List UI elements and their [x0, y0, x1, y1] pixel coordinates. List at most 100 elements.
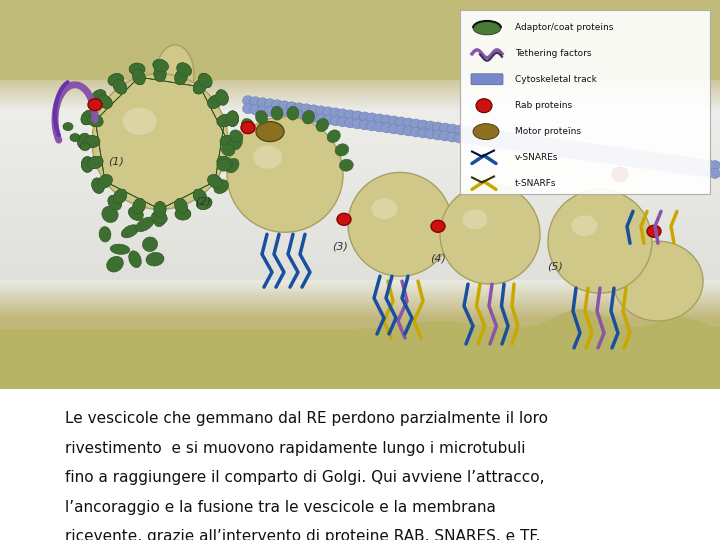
- Ellipse shape: [527, 143, 538, 153]
- Ellipse shape: [214, 180, 229, 193]
- Ellipse shape: [176, 63, 192, 76]
- Ellipse shape: [622, 157, 633, 166]
- Ellipse shape: [220, 136, 236, 147]
- Ellipse shape: [431, 220, 445, 232]
- Ellipse shape: [216, 90, 228, 105]
- Ellipse shape: [175, 69, 187, 85]
- Ellipse shape: [513, 133, 523, 143]
- Ellipse shape: [651, 160, 662, 170]
- Ellipse shape: [279, 109, 290, 119]
- Ellipse shape: [301, 112, 312, 122]
- Ellipse shape: [647, 225, 661, 237]
- Ellipse shape: [250, 97, 261, 107]
- Ellipse shape: [608, 146, 618, 156]
- Ellipse shape: [374, 114, 385, 124]
- Ellipse shape: [257, 98, 268, 107]
- Polygon shape: [0, 309, 720, 389]
- Ellipse shape: [199, 73, 212, 88]
- Ellipse shape: [256, 110, 268, 124]
- Ellipse shape: [462, 134, 472, 144]
- Ellipse shape: [287, 106, 299, 120]
- Ellipse shape: [88, 114, 103, 127]
- Ellipse shape: [146, 252, 164, 266]
- Ellipse shape: [680, 157, 691, 166]
- Ellipse shape: [217, 156, 233, 169]
- Ellipse shape: [454, 125, 465, 135]
- Ellipse shape: [113, 189, 127, 204]
- Ellipse shape: [81, 110, 94, 125]
- Ellipse shape: [98, 95, 112, 109]
- Ellipse shape: [84, 136, 100, 147]
- Ellipse shape: [505, 140, 516, 150]
- Ellipse shape: [302, 110, 315, 124]
- Ellipse shape: [230, 130, 243, 143]
- Ellipse shape: [439, 123, 451, 133]
- Ellipse shape: [490, 138, 502, 148]
- Text: Rab proteins: Rab proteins: [515, 101, 572, 110]
- Ellipse shape: [695, 166, 706, 177]
- Ellipse shape: [520, 134, 531, 144]
- Ellipse shape: [541, 145, 553, 155]
- Text: (4): (4): [430, 253, 446, 263]
- Ellipse shape: [585, 151, 596, 161]
- Ellipse shape: [709, 160, 720, 171]
- Ellipse shape: [132, 69, 145, 85]
- Ellipse shape: [564, 140, 575, 150]
- Ellipse shape: [483, 129, 495, 139]
- Ellipse shape: [338, 117, 348, 127]
- Ellipse shape: [217, 114, 233, 127]
- Ellipse shape: [81, 157, 94, 172]
- Ellipse shape: [216, 90, 228, 105]
- Ellipse shape: [432, 122, 444, 132]
- Ellipse shape: [81, 157, 94, 172]
- Ellipse shape: [418, 128, 428, 138]
- Ellipse shape: [593, 152, 604, 162]
- Ellipse shape: [271, 100, 283, 110]
- Ellipse shape: [658, 153, 670, 164]
- Ellipse shape: [70, 133, 80, 141]
- Ellipse shape: [476, 136, 487, 146]
- Ellipse shape: [366, 113, 377, 123]
- Ellipse shape: [454, 133, 465, 143]
- Ellipse shape: [315, 114, 326, 124]
- Ellipse shape: [600, 145, 611, 156]
- Ellipse shape: [136, 217, 154, 232]
- Text: (5): (5): [547, 261, 563, 271]
- Ellipse shape: [84, 136, 100, 147]
- Ellipse shape: [214, 180, 229, 193]
- Ellipse shape: [473, 21, 501, 35]
- Ellipse shape: [644, 151, 654, 161]
- Ellipse shape: [227, 111, 239, 126]
- Ellipse shape: [644, 159, 654, 170]
- Ellipse shape: [78, 133, 90, 148]
- Ellipse shape: [250, 105, 261, 114]
- Ellipse shape: [410, 127, 421, 137]
- Ellipse shape: [403, 126, 414, 136]
- Text: Adaptor/coat proteins: Adaptor/coat proteins: [515, 23, 613, 32]
- Ellipse shape: [128, 207, 143, 220]
- Ellipse shape: [615, 147, 626, 157]
- Ellipse shape: [666, 163, 677, 172]
- Text: rivestimento  e si muovono rapidamente lungo i microtubuli: rivestimento e si muovono rapidamente lu…: [65, 441, 526, 456]
- Ellipse shape: [193, 79, 207, 94]
- Ellipse shape: [92, 74, 228, 210]
- Ellipse shape: [113, 79, 127, 94]
- Ellipse shape: [600, 153, 611, 163]
- Ellipse shape: [688, 165, 698, 176]
- Ellipse shape: [156, 45, 194, 105]
- Ellipse shape: [345, 118, 356, 128]
- Ellipse shape: [207, 95, 222, 109]
- Ellipse shape: [359, 120, 370, 130]
- Ellipse shape: [335, 144, 348, 156]
- Ellipse shape: [122, 225, 139, 238]
- Ellipse shape: [578, 150, 589, 160]
- Ellipse shape: [113, 189, 127, 204]
- Ellipse shape: [608, 154, 618, 164]
- Ellipse shape: [264, 99, 275, 109]
- Ellipse shape: [91, 90, 106, 103]
- Ellipse shape: [403, 118, 414, 128]
- Ellipse shape: [527, 135, 538, 145]
- Ellipse shape: [513, 141, 523, 151]
- Ellipse shape: [63, 123, 73, 131]
- Ellipse shape: [221, 144, 235, 156]
